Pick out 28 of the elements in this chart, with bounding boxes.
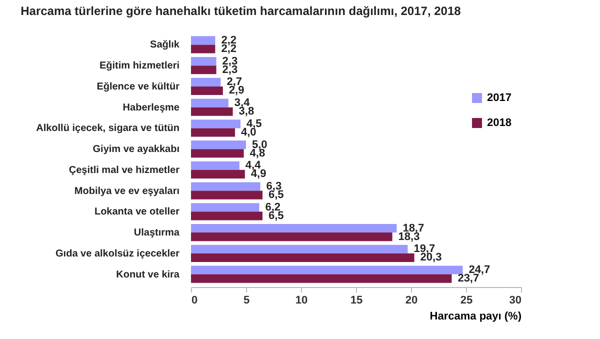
y-tick-label: Lokanta ve oteller: [94, 206, 180, 218]
data-label: 18,3: [398, 230, 420, 243]
legend-label: 2017: [487, 92, 512, 104]
x-tick-label: 30: [509, 294, 522, 306]
y-tick-label: Gıda ve alkolsüz içecekler: [56, 248, 180, 260]
data-label: 4,9: [250, 168, 266, 180]
y-tick-label: Giyim ve ayakkabı: [92, 144, 180, 156]
x-tick-label: 5: [243, 294, 250, 306]
y-tick-label: Çeşitli mal ve hizmetler: [68, 164, 180, 176]
y-tick-label: Eğlence ve kültür: [96, 81, 180, 92]
y-tick-label: Mobilya ve ev eşyaları: [74, 186, 180, 197]
x-tick-label: 25: [460, 294, 473, 306]
data-label: 6,5: [268, 210, 284, 222]
y-tick-label: Konut ve kira: [116, 269, 180, 280]
x-tick-label: 15: [350, 294, 363, 306]
y-tick-label: Sağlık: [150, 40, 180, 51]
x-axis-title: Harcama payı (%): [430, 310, 522, 322]
y-tick-label: Eğitim hizmetleri: [99, 60, 180, 72]
legend-label: 2018: [487, 117, 512, 129]
y-tick-label: Ulaştırma: [134, 228, 180, 239]
y-tick-label: Haberleşme: [122, 102, 180, 114]
x-tick-label: 10: [295, 294, 308, 306]
chart-title: Harcama türlerine göre hanehalkı tüketim harcamalarının dağılımı, 2017, 2018: [20, 4, 462, 18]
y-tick-label: Alkollü içecek, sigara ve tütün: [36, 123, 180, 134]
x-tick-label: 20: [405, 294, 418, 306]
data-label: 2,9: [228, 84, 244, 97]
x-tick-label: 0: [192, 294, 198, 306]
data-label: 3,8: [238, 106, 254, 118]
